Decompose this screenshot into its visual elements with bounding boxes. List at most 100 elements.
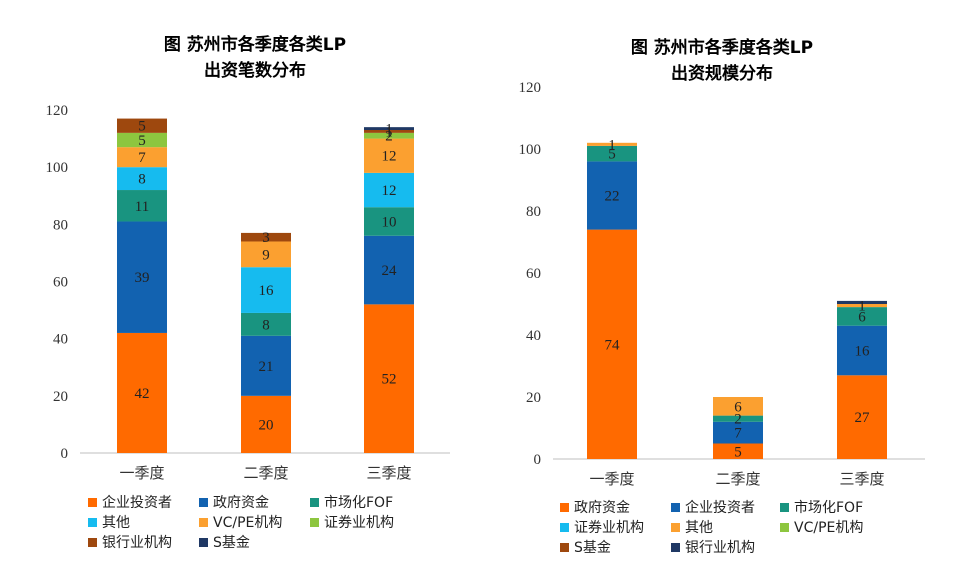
chart-title: 图 苏州市各季度各类LP bbox=[164, 34, 346, 55]
y-tick-label: 60 bbox=[526, 266, 541, 282]
y-tick-label: 20 bbox=[53, 389, 68, 405]
legend-swatch bbox=[88, 538, 97, 547]
bar-segment-市场化FOF bbox=[364, 207, 414, 236]
chart-subtitle: 出资规模分布 bbox=[671, 63, 773, 84]
legend-swatch bbox=[560, 523, 569, 532]
y-tick-label: 100 bbox=[46, 160, 69, 176]
bar-segment-其他 bbox=[241, 267, 291, 313]
data-label: 20 bbox=[259, 417, 274, 433]
bar-segment-银行业机构 bbox=[241, 232, 291, 242]
data-label: 5 bbox=[734, 444, 742, 460]
bar-segment-政府资金 bbox=[837, 375, 887, 459]
data-label: 9 bbox=[262, 247, 270, 263]
legend-swatch bbox=[780, 503, 789, 512]
bar-segment-VC/PE机构 bbox=[117, 147, 167, 168]
legend-swatch bbox=[560, 543, 569, 552]
legend-label: 银行业机构 bbox=[102, 535, 172, 551]
legend-swatch bbox=[671, 503, 680, 512]
data-label: 24 bbox=[382, 263, 398, 279]
bar-segment-企业投资者 bbox=[713, 421, 763, 444]
data-label: 1 bbox=[858, 299, 866, 315]
data-label: 12 bbox=[382, 149, 397, 165]
legend-label: S基金 bbox=[574, 539, 611, 556]
bar-segment-证券业机构 bbox=[364, 132, 414, 139]
legend-label: 其他 bbox=[102, 515, 130, 531]
bar-segment-其他 bbox=[117, 167, 167, 191]
data-label: 11 bbox=[135, 199, 149, 215]
data-label: 10 bbox=[382, 214, 397, 230]
legend-swatch bbox=[199, 498, 208, 507]
bar-segment-企业投资者 bbox=[241, 395, 291, 453]
bar-segment-VC/PE机构 bbox=[364, 138, 414, 173]
data-label: 21 bbox=[259, 359, 274, 375]
data-label: 2 bbox=[734, 412, 742, 428]
data-label: 16 bbox=[855, 344, 871, 360]
data-label: 27 bbox=[855, 410, 871, 426]
bar-segment-政府资金 bbox=[364, 235, 414, 305]
legend-swatch bbox=[780, 523, 789, 532]
data-label: 1 bbox=[608, 137, 616, 153]
data-label: 5 bbox=[138, 119, 146, 135]
legend-swatch bbox=[199, 518, 208, 527]
bar-segment-证券业机构 bbox=[117, 132, 167, 148]
x-tick-label: 一季度 bbox=[119, 464, 164, 482]
bar-segment-企业投资者 bbox=[364, 304, 414, 453]
bar-segment-银行业机构 bbox=[364, 130, 414, 133]
data-label: 1 bbox=[385, 122, 393, 138]
bar-segment-市场化FOF bbox=[713, 415, 763, 422]
legend-label: 市场化FOF bbox=[324, 494, 393, 511]
x-tick-label: 三季度 bbox=[366, 464, 411, 482]
data-label: 6 bbox=[734, 399, 742, 415]
bar-segment-企业投资者 bbox=[587, 161, 637, 230]
y-tick-label: 0 bbox=[61, 446, 69, 462]
legend-label: VC/PE机构 bbox=[794, 520, 863, 536]
x-tick-label: 二季度 bbox=[243, 464, 288, 482]
legend-label: VC/PE机构 bbox=[213, 515, 282, 531]
legend-label: 其他 bbox=[685, 520, 713, 536]
bar-segment-其他 bbox=[364, 172, 414, 208]
bar-segment-其他 bbox=[837, 304, 887, 308]
data-label: 22 bbox=[605, 189, 620, 205]
legend-label: 政府资金 bbox=[574, 500, 630, 516]
legend-swatch bbox=[88, 518, 97, 527]
legend-swatch bbox=[199, 538, 208, 547]
legend-swatch bbox=[310, 518, 319, 527]
y-tick-label: 60 bbox=[53, 275, 68, 291]
y-tick-label: 20 bbox=[526, 390, 541, 406]
legend-label: 银行业机构 bbox=[685, 540, 755, 556]
bar-segment-银行业机构 bbox=[117, 118, 167, 133]
legend-label: 证券业机构 bbox=[574, 520, 644, 536]
legend-label: 证券业机构 bbox=[324, 515, 394, 531]
bar-segment-政府资金 bbox=[713, 443, 763, 459]
data-label: 5 bbox=[608, 147, 616, 163]
y-tick-label: 40 bbox=[53, 332, 68, 348]
data-label: 7 bbox=[734, 426, 742, 442]
bar-segment-市场化FOF bbox=[837, 307, 887, 326]
bar-segment-市场化FOF bbox=[117, 190, 167, 222]
x-tick-label: 二季度 bbox=[715, 470, 760, 488]
bar-segment-市场化FOF bbox=[587, 145, 637, 162]
chart-lp-amount-by-quarter: 图 苏州市各季度各类LP 出资规模分布 0 20 40 60 80 100 120 一季度 二季度 三… bbox=[519, 37, 925, 556]
data-label: 7 bbox=[138, 150, 146, 166]
bar-segment-其他 bbox=[587, 142, 637, 146]
data-label: 16 bbox=[259, 283, 275, 299]
data-label: 52 bbox=[382, 372, 397, 388]
data-label: 12 bbox=[382, 183, 397, 199]
bar-segment-VC/PE机构 bbox=[241, 241, 291, 268]
bar-segment-银行业机构 bbox=[837, 300, 887, 304]
legend-label: 市场化FOF bbox=[794, 499, 863, 516]
x-tick-label: 一季度 bbox=[589, 470, 634, 488]
y-tick-label: 40 bbox=[526, 328, 541, 344]
bar-segment-政府资金 bbox=[117, 221, 167, 333]
bar-segment-其他 bbox=[713, 397, 763, 416]
y-tick-label: 120 bbox=[519, 80, 542, 96]
bar-segment-政府资金 bbox=[241, 335, 291, 396]
legend-label: 政府资金 bbox=[213, 495, 269, 511]
legend-swatch bbox=[310, 498, 319, 507]
chart-subtitle: 出资笔数分布 bbox=[204, 60, 306, 81]
legend-label: 企业投资者 bbox=[102, 494, 172, 511]
bar-segment-市场化FOF bbox=[241, 312, 291, 336]
bar-segment-政府资金 bbox=[587, 229, 637, 459]
data-label: 39 bbox=[135, 270, 150, 286]
